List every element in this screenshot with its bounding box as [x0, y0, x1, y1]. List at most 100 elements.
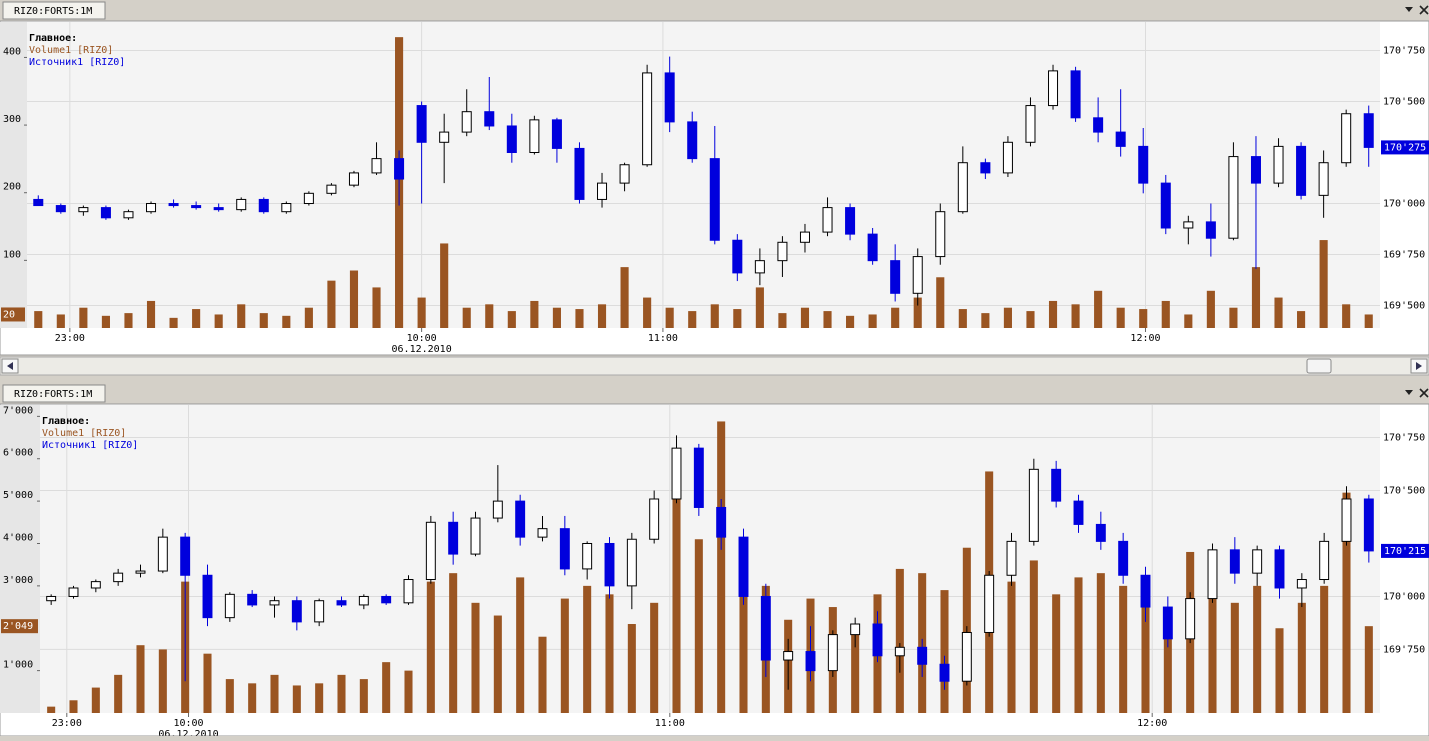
candle-body [1319, 540, 1330, 581]
menu-button[interactable] [1405, 7, 1413, 12]
candle-body [738, 536, 749, 597]
candle-body [470, 517, 481, 555]
y2-tick-label: 170'000 [1383, 591, 1425, 602]
candle-body [597, 182, 608, 200]
candle-body [1228, 156, 1239, 239]
volume-bar [1364, 314, 1373, 328]
volume-bar [69, 700, 78, 713]
volume-bar [717, 421, 726, 713]
volume-bar [1119, 585, 1128, 713]
candle-body [1274, 549, 1285, 589]
candle-body [303, 192, 314, 205]
y2-tick-label: 169'750 [1383, 250, 1425, 261]
volume-bar [1342, 492, 1351, 713]
volume-bar [958, 309, 967, 328]
candle-body [664, 72, 675, 123]
tab-label[interactable]: RIZ0:FORTS:1M [14, 6, 92, 17]
candle-body [135, 570, 146, 574]
candle-body [381, 595, 392, 604]
volume-bar [778, 313, 787, 328]
menu-button[interactable] [1405, 390, 1413, 395]
volume-bar [1297, 602, 1306, 713]
volume-bar [359, 679, 368, 713]
candle-body [1006, 540, 1017, 576]
candle-body [55, 205, 66, 213]
scrollbar[interactable] [0, 356, 1429, 376]
candle-body [448, 521, 459, 555]
candle-body [1296, 579, 1307, 589]
volume-bar [449, 573, 458, 713]
x-tick-label: 10:00 [173, 718, 203, 729]
volume-bar [382, 662, 391, 713]
candle-body [461, 111, 472, 133]
volume-bar [1094, 290, 1103, 328]
candle-body [1205, 221, 1216, 239]
candle-body [1341, 113, 1352, 164]
volume-bar [516, 577, 525, 713]
last-price-label: 170'275 [1384, 142, 1426, 153]
x-tick-label: 12:00 [1137, 718, 1167, 729]
candle-body [492, 500, 503, 519]
candle-body [1273, 145, 1284, 184]
volume-bar [530, 300, 539, 328]
candle-body [33, 198, 44, 207]
volume-bar [643, 297, 652, 328]
tab[interactable] [2, 384, 106, 403]
volume-bar [47, 706, 56, 713]
candle-body [247, 593, 258, 606]
volume-bar [1029, 560, 1038, 713]
candle-body [890, 260, 901, 294]
candle-body [957, 162, 968, 213]
candle-body [90, 581, 101, 589]
volume-bar [1096, 573, 1105, 713]
candle-body [551, 119, 562, 149]
y-tick-label: 7'000 [3, 405, 33, 416]
volume-bar [694, 539, 703, 713]
candle-body [425, 521, 436, 581]
candle-body [314, 600, 325, 623]
candle-body [671, 447, 682, 500]
close-button[interactable] [1419, 5, 1429, 15]
volume-bar [846, 315, 855, 328]
volume-bar [56, 314, 65, 328]
candle-body [68, 587, 79, 597]
candle-body [403, 579, 414, 604]
volume-bar [895, 568, 904, 713]
volume-bar [1320, 585, 1329, 713]
candle-body [326, 184, 337, 194]
volume-bar [292, 685, 301, 713]
candle-body [146, 203, 157, 213]
candle-body [1002, 141, 1013, 174]
volume-bar [146, 300, 156, 328]
candle-body [1118, 540, 1129, 576]
candle-body [845, 207, 856, 235]
candle-body [157, 536, 168, 572]
volume-bar [851, 624, 860, 713]
candle-body [484, 111, 495, 127]
volume-bar [1139, 309, 1148, 328]
volume-bar [237, 304, 246, 328]
close-button[interactable] [1419, 388, 1429, 398]
candle-body [291, 600, 302, 623]
y-tick-label: 400 [3, 46, 21, 57]
candle-body [1095, 523, 1106, 542]
candle-body [269, 600, 280, 606]
candle-body [202, 574, 213, 619]
volume-bar [940, 590, 949, 713]
tab-label[interactable]: RIZ0:FORTS:1M [14, 389, 92, 400]
candle-body [1183, 221, 1194, 229]
volume-bar [169, 317, 178, 328]
candle-body [236, 198, 247, 211]
candle-body [917, 646, 928, 665]
candle-body [935, 211, 946, 258]
plot-background [40, 405, 1380, 713]
volume-bar [493, 615, 502, 713]
last-price-tag [1381, 543, 1429, 558]
tab[interactable] [2, 1, 106, 20]
legend-entry: Источник1 [RIZ0] [42, 440, 138, 451]
legend-entry: Volume1 [RIZ0] [29, 45, 113, 56]
last-price-tag [1381, 140, 1429, 155]
y2-tick-label: 170'000 [1383, 199, 1425, 210]
x-tick-label: 23:00 [55, 333, 85, 344]
volume-bar [471, 602, 480, 713]
